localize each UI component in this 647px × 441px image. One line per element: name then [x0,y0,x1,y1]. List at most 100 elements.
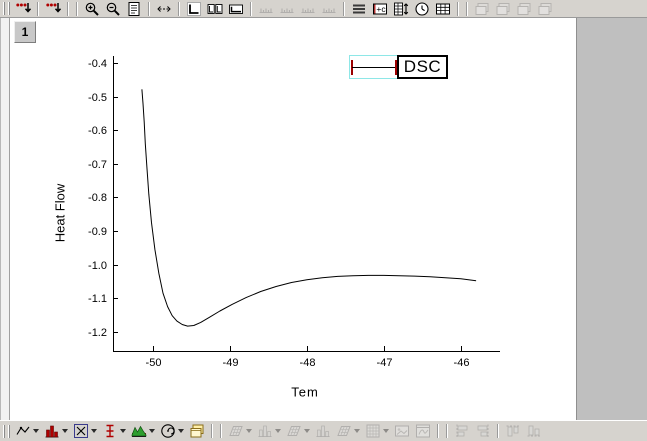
dropdown-arrow-icon[interactable] [354,429,360,433]
rescale-icon [156,1,172,17]
toolbar-separator [343,1,345,16]
import-icon [15,1,31,17]
axboxes-icon [207,1,223,17]
area-icon [131,423,147,439]
box-plot-button[interactable] [100,422,128,441]
3d-wire-plot-button [334,422,362,441]
legend-sample-line [352,67,395,68]
y-tick-label: -0.8 [88,192,107,204]
y-tick-label: -1.1 [88,293,107,305]
layer-tool-2-button [493,1,513,17]
dropdown-arrow-icon[interactable] [304,429,310,433]
scatterx-icon [73,423,89,439]
x-axis-title: Tem [291,384,319,400]
toolbar-separator [148,1,150,16]
x-tick-label: -47 [377,357,393,369]
import-icon [45,1,61,17]
dropdown-arrow-icon[interactable] [383,429,389,433]
y-tick-label: -0.5 [88,92,107,104]
toolbar-separator [211,424,213,438]
winstack-icon [495,1,511,17]
dsc-curve[interactable] [141,89,477,327]
column-plot-button[interactable] [42,422,70,441]
date-time-button[interactable] [412,1,432,17]
zoom-out-button[interactable] [103,1,123,17]
y-tick-label: -0.7 [88,159,107,171]
y-tick-label: -0.9 [88,226,107,238]
dropdown-arrow-icon[interactable] [33,429,39,433]
line-style-button[interactable] [349,1,369,17]
scatter-plot-button[interactable] [71,422,99,441]
rescale-button[interactable] [154,1,174,17]
winstack-icon [537,1,553,17]
lineplot-icon [15,423,31,439]
s3dsurf-icon [228,423,244,439]
align-right-button [473,422,493,441]
left-dock-strip [0,18,10,420]
dropdown-arrow-icon[interactable] [149,429,155,433]
ruler-icon [321,1,337,17]
toolbar-grip[interactable] [3,424,10,438]
toolbar-separator [67,1,69,16]
legend-sample-handle-right[interactable] [395,60,397,75]
dropdown-arrow-icon[interactable] [120,429,126,433]
add-color-scale-button[interactable] [370,1,390,17]
legend-line-sample[interactable] [349,55,397,79]
exchange-columns-button[interactable] [391,1,411,17]
zoomin-icon [84,1,100,17]
layer-tool-1-button [472,1,492,17]
s3dsurf-icon [286,423,302,439]
dropdown-arrow-icon[interactable] [178,429,184,433]
axwide-icon [228,1,244,17]
axes-opposite-button[interactable] [205,1,225,17]
zoom-in-button[interactable] [82,1,102,17]
toolbar-separator [37,1,39,16]
new-table-button[interactable] [433,1,453,17]
column-icon [44,423,60,439]
dropdown-arrow-icon[interactable] [62,429,68,433]
whole-page-button[interactable] [124,1,144,17]
toolbar-separator [446,424,448,438]
ruler-icon [300,1,316,17]
area-plot-button[interactable] [129,422,157,441]
axes-corner-button[interactable] [184,1,204,17]
import-multiple-ascii-button[interactable] [13,1,33,17]
axcorner-icon [186,1,202,17]
line-plot-button[interactable] [13,422,41,441]
layer-1-button[interactable]: 1 [14,21,36,43]
axes-frame-button[interactable] [226,1,246,17]
toolbar-grip[interactable] [3,2,10,15]
3d-bar-plot-button [255,422,283,441]
template-icon [189,423,205,439]
ruler-icon [279,1,295,17]
dropdown-arrow-icon[interactable] [91,429,97,433]
toolbar-separator [497,424,499,438]
import-ascii-button[interactable] [43,1,63,17]
zoomout-icon [105,1,121,17]
dsc-chart-svg: -50 -49 -48 -47 -46 -0.4 -0.5 -0.6 -0.7 -0.8 -0.9 -… [88,56,500,369]
y-tick-label: -0.6 [88,125,107,137]
dropdown-arrow-icon[interactable] [246,429,252,433]
graph-page[interactable]: -50 -49 -48 -47 -46 -0.4 -0.5 -0.6 -0.7 -0.8 -0.9 -… [10,18,577,420]
3d-mesh-plot-button [284,422,312,441]
polar-plot-button[interactable] [158,422,186,441]
legend[interactable]: DSC [349,55,448,79]
dropdown-arrow-icon[interactable] [275,429,281,433]
boxerr-icon [102,423,118,439]
toolbar-separator [250,1,252,16]
image-icon [394,423,410,439]
add-bottom-axis-button [319,1,339,17]
axes [113,56,500,352]
page-icon [126,1,142,17]
plot-area[interactable]: -50 -49 -48 -47 -46 -0.4 -0.5 -0.6 -0.7 -0.8 -0.9 -… [10,18,577,420]
aligntop-icon [505,423,521,439]
x-tick-label: -48 [300,357,316,369]
align-left-button [452,422,472,441]
3d-ribbon-plot-button [313,422,333,441]
legend-label[interactable]: DSC [397,55,448,79]
s3dsurf-icon [336,423,352,439]
template-library-button[interactable] [187,422,207,441]
graph-window-button [413,422,433,441]
layer-tool-4-button [535,1,555,17]
